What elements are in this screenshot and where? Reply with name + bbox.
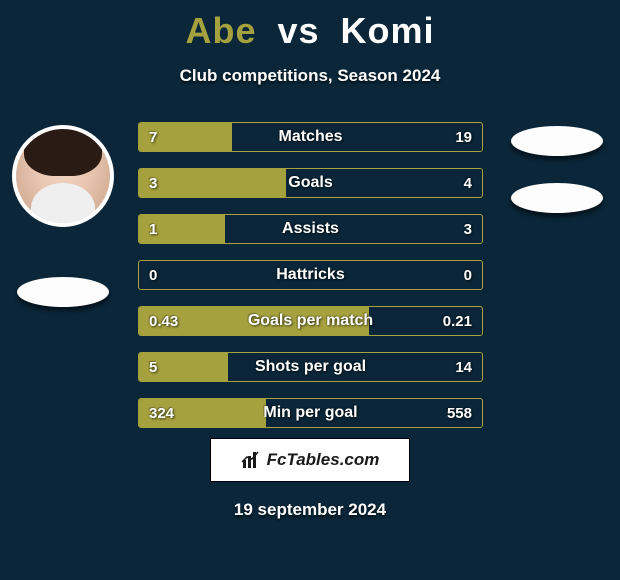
source-logo: FcTables.com (210, 438, 410, 482)
stat-right-value: 0 (464, 261, 472, 289)
stat-right-value: 0.21 (443, 307, 472, 335)
player2-avatar-placeholder (511, 126, 603, 156)
stat-right-value: 4 (464, 169, 472, 197)
stat-label: Min per goal (139, 399, 482, 427)
player1-column (8, 125, 118, 312)
stat-bar: 0.43Goals per match0.21 (138, 306, 483, 336)
player2-team-badge (511, 183, 603, 213)
stat-bar: 1Assists3 (138, 214, 483, 244)
player1-team-badge (17, 277, 109, 307)
player2-name: Komi (341, 10, 435, 51)
vs-label: vs (277, 10, 319, 51)
source-logo-text: FcTables.com (267, 450, 380, 470)
stat-label: Shots per goal (139, 353, 482, 381)
stat-right-value: 558 (447, 399, 472, 427)
stat-bar: 7Matches19 (138, 122, 483, 152)
stat-label: Matches (139, 123, 482, 151)
stat-bar: 324Min per goal558 (138, 398, 483, 428)
stat-bar: 5Shots per goal14 (138, 352, 483, 382)
stat-bars: 7Matches193Goals41Assists30Hattricks00.4… (138, 122, 483, 444)
player1-name: Abe (185, 10, 256, 51)
stat-label: Goals (139, 169, 482, 197)
stat-bar: 0Hattricks0 (138, 260, 483, 290)
stat-label: Assists (139, 215, 482, 243)
comparison-card: Abe vs Komi Club competitions, Season 20… (0, 0, 620, 580)
stat-label: Goals per match (139, 307, 482, 335)
stat-right-value: 3 (464, 215, 472, 243)
chart-icon (241, 450, 261, 470)
title-row: Abe vs Komi (0, 0, 620, 52)
player2-column (502, 120, 612, 218)
stat-bar: 3Goals4 (138, 168, 483, 198)
player1-avatar (12, 125, 114, 227)
subtitle: Club competitions, Season 2024 (0, 66, 620, 86)
footer-date: 19 september 2024 (0, 500, 620, 520)
stat-right-value: 19 (455, 123, 472, 151)
stat-right-value: 14 (455, 353, 472, 381)
stat-label: Hattricks (139, 261, 482, 289)
